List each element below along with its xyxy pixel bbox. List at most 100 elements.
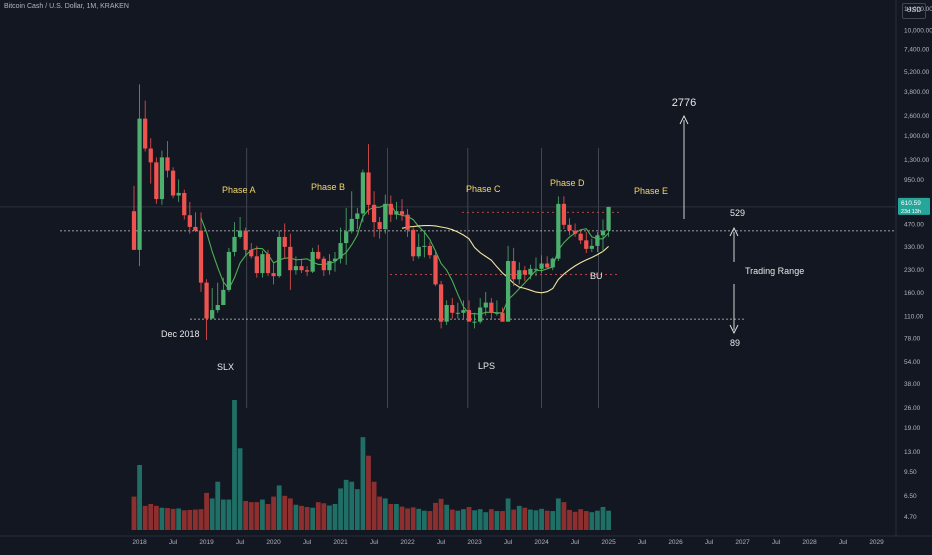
price-tick-label: 4.70 — [904, 514, 917, 521]
bu-label: BU — [590, 271, 603, 281]
candle-body — [176, 192, 181, 196]
candle-body — [606, 206, 611, 231]
volume-bar — [153, 505, 159, 530]
price-tick-label: 9.50 — [904, 469, 917, 476]
candle-body — [131, 211, 137, 250]
trading-range-label: Trading Range — [745, 266, 804, 276]
target-arrow-head — [679, 114, 689, 125]
candle-body — [249, 249, 254, 257]
volume-bar — [539, 508, 544, 530]
time-tick-label: Jul — [638, 539, 647, 546]
candle-body — [422, 245, 427, 247]
volume-bar — [477, 509, 483, 530]
candle-body — [600, 230, 606, 236]
candle-body — [511, 261, 516, 280]
time-tick-label: 2028 — [802, 539, 817, 546]
volume-bar — [528, 509, 533, 530]
volume-bar — [500, 511, 505, 530]
volume-bar — [595, 510, 600, 530]
volume-bar — [427, 511, 433, 530]
volume-bar — [606, 510, 611, 530]
volume-bar — [142, 505, 148, 530]
volume-bar — [488, 509, 494, 530]
price-tick-label: 78.00 — [904, 335, 921, 342]
volume-bar — [505, 498, 511, 530]
time-tick-label: Jul — [370, 539, 379, 546]
volume-bar — [159, 507, 165, 530]
price-tick-label: 54.00 — [904, 359, 921, 366]
volume-bar — [349, 481, 355, 530]
volume-bar — [327, 505, 332, 530]
candle-body — [215, 305, 220, 311]
candle-body — [377, 222, 382, 230]
candle-body — [539, 263, 544, 269]
candle-body — [332, 258, 338, 262]
candle-body — [472, 321, 477, 323]
candle-body — [505, 261, 511, 322]
volume-bar — [572, 511, 578, 530]
currency-button[interactable]: USD — [902, 3, 926, 19]
volume-bar — [176, 508, 182, 530]
volume-bar — [589, 512, 595, 530]
volume-bar — [438, 498, 444, 530]
volume-bar — [382, 498, 388, 530]
volume-bar — [198, 509, 204, 530]
volume-bar — [494, 511, 500, 530]
candle-body — [221, 289, 226, 306]
range-arrow-up-head — [729, 226, 739, 237]
dec-2018-label: Dec 2018 — [161, 329, 200, 339]
candle-body — [299, 266, 304, 271]
volume-bar — [421, 510, 427, 530]
candle-body — [595, 235, 600, 246]
volume-bar — [170, 508, 176, 530]
price-tick-label: 230.00 — [904, 267, 924, 274]
time-tick-label: Jul — [504, 539, 513, 546]
price-tick-label: 10,000.00 — [904, 27, 932, 34]
price-tick-label: 330.00 — [904, 244, 924, 251]
time-tick-label: 2025 — [601, 539, 616, 546]
time-tick-label: 2018 — [132, 539, 147, 546]
candle-body — [193, 226, 198, 231]
volume-bar — [232, 400, 237, 530]
volume-bar — [148, 504, 154, 530]
last-price-label: 610.59 — [901, 200, 921, 207]
candle-body — [489, 302, 494, 313]
candle-body — [466, 310, 472, 322]
candle-body — [528, 268, 533, 275]
price-tick-label: 160.00 — [904, 290, 924, 297]
candle-body — [533, 268, 539, 270]
candle-body — [578, 233, 583, 241]
volume-bar — [265, 504, 271, 530]
candle-body — [444, 305, 449, 322]
candle-body — [545, 263, 550, 268]
ma-fast-line — [401, 224, 609, 294]
candle-body — [327, 261, 332, 271]
candle-body — [556, 203, 561, 259]
time-tick-label: Jul — [839, 539, 848, 546]
candle-body — [561, 203, 567, 225]
volume-bar — [394, 504, 399, 530]
volume-bar — [131, 496, 137, 530]
time-tick-label: 2021 — [333, 539, 348, 546]
candle-body — [338, 243, 343, 259]
symbol-title: Bitcoin Cash / U.S. Dollar, 1M, KRAKEN — [4, 3, 129, 10]
phase-a-label: Phase A — [222, 185, 256, 195]
time-tick-label: Jul — [437, 539, 446, 546]
volume-bar — [544, 510, 550, 530]
volume-bar — [511, 509, 517, 530]
volume-bar — [561, 502, 567, 530]
candle-body — [455, 312, 460, 314]
volume-bar — [254, 502, 260, 530]
price-tick-label: 110.00 — [904, 314, 924, 321]
candle-body — [243, 230, 248, 250]
candle-body — [154, 162, 159, 200]
candle-body — [210, 310, 215, 319]
volume-bar — [248, 502, 254, 530]
candle-body — [182, 192, 187, 216]
price-tick-label: 5,200.00 — [904, 69, 930, 76]
volume-bar — [354, 489, 360, 530]
volume-bar — [204, 492, 209, 530]
